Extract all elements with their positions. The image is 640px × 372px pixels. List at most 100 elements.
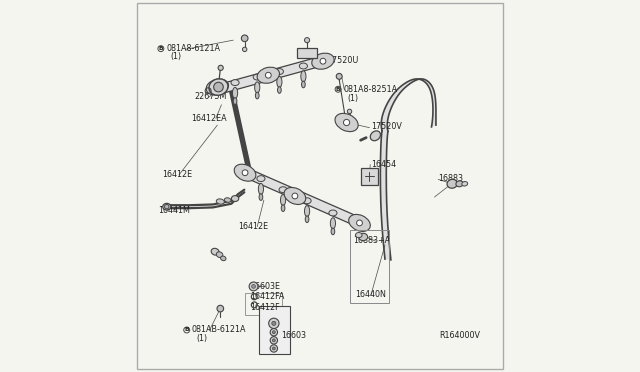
Circle shape [214, 82, 223, 92]
Ellipse shape [255, 82, 260, 93]
Ellipse shape [206, 79, 228, 95]
Ellipse shape [279, 187, 287, 193]
Circle shape [273, 339, 275, 342]
Circle shape [270, 337, 278, 344]
Ellipse shape [331, 228, 335, 235]
Circle shape [249, 282, 258, 291]
Ellipse shape [349, 214, 371, 231]
Circle shape [217, 305, 223, 312]
Circle shape [270, 328, 278, 336]
Text: 17520V: 17520V [371, 122, 402, 131]
Ellipse shape [300, 63, 307, 69]
Ellipse shape [259, 183, 264, 195]
Text: (1): (1) [196, 334, 207, 343]
Text: 16440N: 16440N [355, 290, 387, 299]
Text: 081A8-8251A: 081A8-8251A [343, 85, 397, 94]
Text: 081AB-6121A: 081AB-6121A [192, 326, 246, 334]
Ellipse shape [284, 187, 306, 205]
Text: B: B [184, 327, 189, 333]
Circle shape [305, 38, 310, 43]
Polygon shape [215, 56, 325, 94]
Ellipse shape [359, 233, 367, 241]
Ellipse shape [371, 131, 381, 141]
Text: (1): (1) [170, 52, 182, 61]
Ellipse shape [253, 74, 261, 80]
Ellipse shape [330, 218, 335, 229]
Polygon shape [381, 79, 436, 131]
Ellipse shape [312, 53, 334, 69]
Ellipse shape [335, 113, 358, 132]
Text: 16412EA: 16412EA [191, 114, 227, 123]
Text: 16412F: 16412F [251, 302, 280, 312]
Ellipse shape [447, 179, 458, 188]
Circle shape [344, 119, 349, 126]
Text: 17520U: 17520U [328, 56, 359, 65]
Text: 081A8-6121A: 081A8-6121A [166, 44, 220, 53]
Ellipse shape [216, 199, 225, 204]
Text: 16603: 16603 [281, 331, 306, 340]
Text: 16883+A: 16883+A [353, 236, 390, 245]
Circle shape [273, 331, 275, 334]
Circle shape [356, 220, 362, 226]
Circle shape [218, 65, 223, 70]
Bar [362, 168, 378, 185]
Circle shape [266, 72, 271, 78]
Ellipse shape [225, 198, 231, 202]
Text: 16603E: 16603E [251, 282, 280, 291]
Text: 22675M: 22675M [195, 92, 227, 101]
Ellipse shape [232, 87, 237, 99]
Ellipse shape [233, 98, 237, 105]
Ellipse shape [163, 203, 171, 210]
Ellipse shape [305, 206, 310, 217]
Bar [297, 48, 317, 58]
Ellipse shape [275, 68, 284, 74]
Text: (1): (1) [348, 94, 359, 103]
Ellipse shape [259, 194, 263, 201]
Ellipse shape [355, 232, 362, 238]
Ellipse shape [456, 181, 463, 187]
Circle shape [243, 47, 247, 52]
Circle shape [252, 285, 255, 288]
Ellipse shape [301, 81, 305, 88]
Text: 16441M: 16441M [158, 206, 190, 215]
Text: 16412E: 16412E [162, 170, 192, 179]
Ellipse shape [234, 164, 256, 181]
Ellipse shape [232, 196, 239, 202]
Ellipse shape [329, 210, 337, 216]
Circle shape [336, 73, 342, 79]
Circle shape [164, 205, 169, 209]
Circle shape [214, 84, 220, 90]
Ellipse shape [255, 92, 259, 99]
Text: 16412E: 16412E [238, 222, 268, 231]
Ellipse shape [231, 80, 239, 86]
Ellipse shape [280, 195, 285, 206]
Text: B: B [159, 46, 163, 51]
Ellipse shape [211, 248, 219, 255]
Polygon shape [243, 167, 362, 227]
Bar [350, 230, 389, 304]
Ellipse shape [257, 67, 280, 83]
Circle shape [270, 345, 278, 352]
Polygon shape [380, 131, 391, 260]
Circle shape [348, 109, 352, 113]
Ellipse shape [221, 256, 226, 261]
Text: B: B [336, 87, 340, 92]
Text: 16454: 16454 [371, 160, 396, 169]
Ellipse shape [278, 87, 281, 93]
Ellipse shape [305, 216, 309, 222]
Ellipse shape [209, 79, 228, 95]
Circle shape [273, 347, 275, 350]
Text: 16883: 16883 [438, 174, 463, 183]
Bar [259, 306, 291, 354]
Circle shape [242, 170, 248, 176]
Ellipse shape [216, 252, 223, 257]
Text: 16412FA: 16412FA [251, 292, 285, 301]
Circle shape [272, 321, 276, 326]
Ellipse shape [462, 182, 468, 186]
Circle shape [241, 35, 248, 42]
Ellipse shape [277, 76, 282, 87]
Ellipse shape [257, 176, 265, 182]
Circle shape [292, 193, 298, 199]
Ellipse shape [281, 205, 285, 211]
Circle shape [320, 58, 326, 64]
